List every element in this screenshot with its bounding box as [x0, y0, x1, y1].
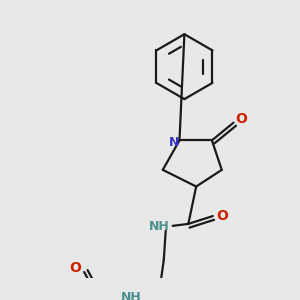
- Text: O: O: [69, 261, 81, 275]
- Text: O: O: [216, 209, 228, 223]
- Text: O: O: [236, 112, 247, 126]
- Text: NH: NH: [148, 220, 169, 233]
- Text: NH: NH: [121, 291, 142, 300]
- Text: N: N: [168, 136, 179, 149]
